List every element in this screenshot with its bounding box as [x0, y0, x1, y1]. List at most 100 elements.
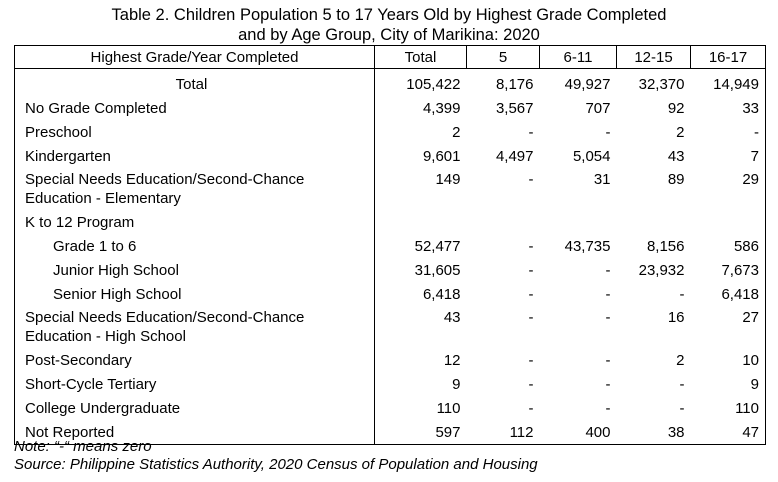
row-label: Not Reported	[14, 420, 375, 445]
cell-age-12-15: 38	[616, 420, 691, 445]
cell-age-6-11: -	[605, 261, 611, 279]
table-row: College Undergraduate 110 - - - 110	[14, 396, 766, 420]
row-label: Special Needs Education/Second-Chance Ed…	[14, 168, 375, 210]
cell-age-16-17: 6,418	[690, 282, 766, 306]
table-row: Preschool 2 - - 2 -	[14, 120, 766, 144]
cell-age-16-17: 7	[690, 144, 766, 168]
header-age-6-11: 6-11	[539, 45, 617, 69]
cell-age-5: 112	[466, 420, 540, 445]
cell-age-16-17	[690, 210, 766, 234]
cell-age-6-11: -	[605, 399, 611, 417]
cell-age-6-11: 49,927	[564, 75, 611, 93]
cell-age-6-11: -	[605, 351, 611, 369]
row-label: Grade 1 to 6	[14, 234, 375, 258]
cell-age-5: 4,497	[495, 147, 534, 165]
cell-age-6-11: 31	[593, 171, 611, 188]
table-row: Junior High School 31,605 - - 23,932 7,6…	[14, 258, 766, 282]
cell-age-6-11: -	[605, 375, 611, 393]
cell-total: 31,605	[374, 258, 467, 282]
population-table: Highest Grade/Year Completed Total 5 6-1…	[14, 45, 766, 445]
note-text: Note: “-“ means zero	[14, 438, 152, 455]
cell-total: 597	[374, 420, 467, 445]
cell-age-16-17: 14,949	[690, 68, 766, 96]
cell-total: 12	[374, 348, 467, 372]
cell-age-5: -	[528, 171, 534, 188]
cell-age-16-17: 33	[690, 96, 766, 120]
table-title-line1: Table 2. Children Population 5 to 17 Yea…	[111, 6, 667, 24]
row-label: No Grade Completed	[14, 96, 375, 120]
cell-total: 105,422	[374, 68, 467, 96]
table-row: Senior High School 6,418 - - - 6,418	[14, 282, 766, 306]
row-label-line2: Education - High School	[25, 328, 186, 345]
source-text: Source: Philippine Statistics Authority,…	[14, 456, 538, 473]
cell-age-12-15: 16	[667, 309, 685, 326]
table-row: Special Needs Education/Second-Chance Ed…	[14, 168, 766, 210]
table-footnotes: Note: “-“ means zero Source: Philippine …	[14, 438, 538, 474]
cell-total: 43	[374, 306, 467, 348]
table-row: Grade 1 to 6 52,477 - 43,735 8,156 586	[14, 234, 766, 258]
cell-total: 149	[374, 168, 467, 210]
cell-total: 110	[374, 396, 467, 420]
cell-age-12-15: -	[679, 399, 685, 417]
row-label: Kindergarten	[14, 144, 375, 168]
cell-age-5: -	[528, 375, 534, 393]
row-label: Short-Cycle Tertiary	[14, 372, 375, 396]
cell-age-16-17: 586	[690, 234, 766, 258]
row-label: Junior High School	[14, 258, 375, 282]
cell-total: 9	[374, 372, 467, 396]
header-grade: Highest Grade/Year Completed	[14, 45, 375, 69]
cell-age-12-15: 92	[667, 99, 685, 117]
cell-age-5: 3,567	[495, 99, 534, 117]
table-title: Table 2. Children Population 5 to 17 Yea…	[0, 5, 778, 45]
cell-age-5: -	[528, 309, 534, 326]
cell-total: 2	[374, 120, 467, 144]
cell-total: 4,399	[374, 96, 467, 120]
row-label-line1: Special Needs Education/Second-Chance	[25, 309, 305, 326]
cell-age-6-11: -	[605, 309, 611, 326]
cell-age-16-17: 7,673	[690, 258, 766, 282]
cell-age-16-17: 110	[690, 396, 766, 420]
table-row-total: Total 105,422 8,176 49,927 32,370 14,949	[14, 68, 766, 96]
table-row: Short-Cycle Tertiary 9 - - - 9	[14, 372, 766, 396]
cell-age-6-11: -	[605, 285, 611, 303]
cell-age-12-15: 2	[676, 351, 685, 369]
table-row: Kindergarten 9,601 4,497 5,054 43 7	[14, 144, 766, 168]
cell-age-5: -	[528, 351, 534, 369]
cell-age-12-15: 43	[667, 147, 685, 165]
header-age-12-15: 12-15	[616, 45, 691, 69]
row-label-line1: Special Needs Education/Second-Chance	[25, 171, 305, 188]
row-label-line2: Education - Elementary	[25, 190, 181, 207]
table-row: No Grade Completed 4,399 3,567 707 92 33	[14, 96, 766, 120]
cell-age-5: -	[528, 399, 534, 417]
row-label: Special Needs Education/Second-Chance Ed…	[14, 306, 375, 348]
cell-age-5: -	[528, 237, 534, 255]
cell-age-5: -	[528, 285, 534, 303]
row-label: College Undergraduate	[14, 396, 375, 420]
cell-age-16-17: 9	[690, 372, 766, 396]
table-row: Special Needs Education/Second-Chance Ed…	[14, 306, 766, 348]
cell-total: 52,477	[374, 234, 467, 258]
cell-age-12-15: 2	[676, 123, 685, 141]
table-header-row: Highest Grade/Year Completed Total 5 6-1…	[14, 45, 766, 69]
cell-age-16-17: 27	[690, 306, 766, 348]
row-label: Senior High School	[14, 282, 375, 306]
table-row-section: K to 12 Program	[14, 210, 766, 234]
cell-age-12-15: -	[679, 375, 685, 393]
cell-age-6-11: -	[605, 123, 611, 141]
cell-age-16-17: 29	[690, 168, 766, 210]
cell-age-16-17: 10	[690, 348, 766, 372]
cell-age-5	[467, 210, 540, 234]
cell-age-6-11: 707	[585, 99, 611, 117]
cell-age-12-15	[617, 210, 691, 234]
cell-age-12-15: 89	[667, 171, 685, 188]
cell-total: 6,418	[374, 282, 467, 306]
row-label: K to 12 Program	[14, 210, 375, 234]
row-label: Post-Secondary	[14, 348, 375, 372]
table-row: Not Reported 597 112 400 38 47	[14, 420, 766, 445]
row-label: Preschool	[14, 120, 375, 144]
cell-age-6-11	[540, 210, 617, 234]
cell-total	[374, 210, 467, 234]
cell-age-5: -	[528, 123, 534, 141]
cell-age-6-11: 5,054	[572, 147, 611, 165]
